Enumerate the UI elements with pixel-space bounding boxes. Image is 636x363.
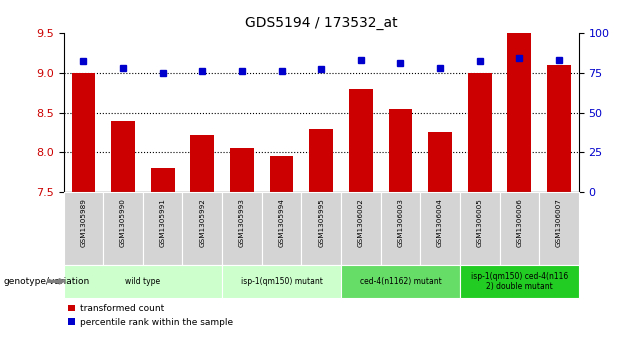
Bar (349, 89, 373, 192)
Legend: transformed count, percentile rank within the sample: transformed count, percentile rank withi… (68, 304, 233, 326)
Text: ced-4(n1162) mutant: ced-4(n1162) mutant (359, 277, 441, 286)
Text: GSM1306006: GSM1306006 (516, 198, 522, 247)
Bar (71, 73, 95, 192)
Text: isp-1(qm150) mutant: isp-1(qm150) mutant (240, 277, 322, 286)
Text: GSM1306003: GSM1306003 (398, 198, 403, 247)
Text: GSM1306002: GSM1306002 (358, 198, 364, 247)
Text: GSM1306007: GSM1306007 (556, 198, 562, 247)
Text: GSM1306005: GSM1306005 (477, 198, 483, 247)
Text: wild type: wild type (125, 277, 160, 286)
Text: GSM1305989: GSM1305989 (80, 198, 86, 247)
Text: GSM1305993: GSM1305993 (239, 198, 245, 247)
Text: GSM1305991: GSM1305991 (160, 198, 165, 247)
Bar (190, 135, 214, 192)
Bar (151, 168, 174, 192)
Bar (270, 156, 293, 192)
Bar (309, 129, 333, 192)
Bar (389, 109, 412, 192)
Text: genotype/variation: genotype/variation (3, 277, 90, 286)
Title: GDS5194 / 173532_at: GDS5194 / 173532_at (245, 16, 398, 30)
Bar (428, 132, 452, 192)
Text: isp-1(qm150) ced-4(n116
2) double mutant: isp-1(qm150) ced-4(n116 2) double mutant (471, 272, 568, 291)
Bar (547, 65, 571, 192)
Bar (230, 148, 254, 192)
Bar (111, 121, 135, 192)
Text: GSM1305992: GSM1305992 (199, 198, 205, 247)
Text: GSM1305990: GSM1305990 (120, 198, 126, 247)
Text: GSM1306004: GSM1306004 (437, 198, 443, 247)
Text: GSM1305994: GSM1305994 (279, 198, 284, 247)
Text: GSM1305995: GSM1305995 (318, 198, 324, 247)
Bar (508, 33, 531, 192)
Bar (468, 73, 492, 192)
